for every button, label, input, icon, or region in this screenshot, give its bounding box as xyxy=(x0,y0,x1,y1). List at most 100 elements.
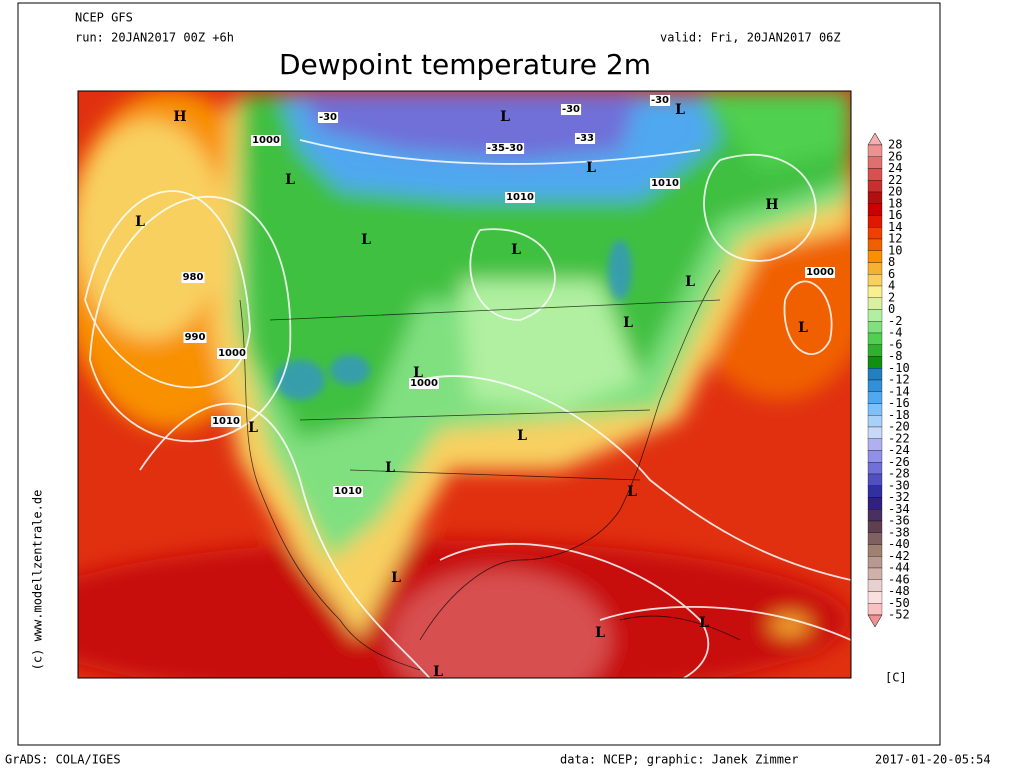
colorbar-box xyxy=(867,567,883,580)
colorbar-label: -20 xyxy=(888,420,910,434)
colorbar-box xyxy=(867,344,883,357)
colorbar-box xyxy=(867,168,883,181)
dewpoint-label: -30 xyxy=(562,104,580,115)
isobar-label-bg xyxy=(409,378,439,389)
colorbar-label: -28 xyxy=(888,467,910,481)
colorbar-label: 24 xyxy=(888,161,902,175)
colorbar-box xyxy=(867,156,883,169)
isobar-label-bg xyxy=(181,272,205,283)
map-title: Dewpoint temperature 2m xyxy=(279,48,651,81)
colorbar-label: -52 xyxy=(888,608,910,622)
colorbar-arrow-bottom xyxy=(867,614,883,628)
colorbar-box xyxy=(867,332,883,345)
colorbar-label: 6 xyxy=(888,267,895,281)
colorbar-box xyxy=(867,532,883,545)
pressure-system: H xyxy=(173,109,186,125)
colorbar-label: -36 xyxy=(888,514,910,528)
colorbar-label: 2 xyxy=(888,290,895,304)
colorbar-label: -22 xyxy=(888,431,910,445)
timestamp: 2017-01-20-05:54 xyxy=(875,753,991,767)
isobar-label: 1010 xyxy=(651,178,679,189)
isobar-label: 990 xyxy=(185,332,206,343)
model-name: NCEP GFS xyxy=(75,11,133,25)
dewpoint-label-bg xyxy=(317,112,339,123)
colorbar-box xyxy=(867,415,883,428)
pressure-system: L xyxy=(433,664,443,680)
data-credit: data: NCEP; graphic: Janek Zimmer xyxy=(560,753,798,767)
colorbar-label: -18 xyxy=(888,408,910,422)
colorbar-box xyxy=(867,285,883,298)
pressure-system: L xyxy=(413,365,423,381)
isobar-label: 1010 xyxy=(506,192,534,203)
dewpoint-label-bg xyxy=(485,143,525,154)
colorbar-box xyxy=(867,438,883,451)
colorbar-label: -14 xyxy=(888,384,910,398)
isobar-label: 1000 xyxy=(218,348,246,359)
colorbar-box xyxy=(867,379,883,392)
colorbar-label: -8 xyxy=(888,349,902,363)
dewpoint-label: -30 xyxy=(319,112,337,123)
colorbar-box xyxy=(867,579,883,592)
colorbar-label: -48 xyxy=(888,584,910,598)
software-credit: GrADS: COLA/IGES xyxy=(5,753,121,767)
isobar-label-bg xyxy=(650,178,680,189)
isobar-label: 1000 xyxy=(806,267,834,278)
colorbar-box xyxy=(867,603,883,616)
pressure-system: H xyxy=(765,197,778,213)
valid-time: valid: Fri, 20JAN2017 06Z xyxy=(660,31,841,45)
map-labels: 1000 1010 1010 980 990 1000 1000 1010 1010 1000 -3… xyxy=(135,95,835,680)
isobar-label-bg xyxy=(505,192,535,203)
colorbar-label: 12 xyxy=(888,232,902,246)
colorbar-box xyxy=(867,485,883,498)
colorbar-label: 26 xyxy=(888,149,902,163)
isobar-label-bg xyxy=(183,332,207,343)
colorbar-label: 14 xyxy=(888,220,902,234)
colorbar-label: -46 xyxy=(888,572,910,586)
colorbar-box xyxy=(867,191,883,204)
pressure-system: L xyxy=(699,615,709,631)
colorbar-box xyxy=(867,321,883,334)
colorbar-label: 22 xyxy=(888,173,902,187)
pressure-system: L xyxy=(798,320,808,336)
colorbar-box xyxy=(867,403,883,416)
colorbar-box xyxy=(867,426,883,439)
dewpoint-label: -35-30 xyxy=(487,143,523,154)
pressure-system: L xyxy=(586,160,596,176)
pressure-system: L xyxy=(675,102,685,118)
colorbar-label: -26 xyxy=(888,455,910,469)
colorbar-label: -10 xyxy=(888,361,910,375)
pressure-system: L xyxy=(517,428,527,444)
pressure-system: L xyxy=(511,242,521,258)
colorbar-box xyxy=(867,274,883,287)
colorbar-unit: [C] xyxy=(885,671,907,685)
colorbar-box xyxy=(867,203,883,216)
colorbar-label: -44 xyxy=(888,561,910,575)
copyright: (c) www.modellzentrale.de xyxy=(31,490,45,671)
colorbar-label: 4 xyxy=(888,279,895,293)
colorbar-box xyxy=(867,391,883,404)
colorbar: 2826242220181614121086420-2-4-6-8-10-12-… xyxy=(867,132,910,628)
colorbar-label: -38 xyxy=(888,525,910,539)
pressure-system: L xyxy=(623,315,633,331)
colorbar-box xyxy=(867,462,883,475)
pressure-system: L xyxy=(391,570,401,586)
run-time: run: 20JAN2017 00Z +6h xyxy=(75,31,234,45)
colorbar-box xyxy=(867,238,883,251)
isobar-label-bg xyxy=(805,267,835,278)
colorbar-box xyxy=(867,591,883,604)
colorbar-box xyxy=(867,262,883,275)
pressure-system: L xyxy=(385,460,395,476)
colorbar-label: -2 xyxy=(888,314,902,328)
pressure-system: L xyxy=(285,172,295,188)
isobar-label: 1000 xyxy=(252,135,280,146)
pressure-system: L xyxy=(361,232,371,248)
colorbar-label: -24 xyxy=(888,443,910,457)
colorbar-box xyxy=(867,556,883,569)
colorbar-label: -34 xyxy=(888,502,910,516)
colorbar-label: 28 xyxy=(888,138,902,152)
isobar-label: 1010 xyxy=(212,416,240,427)
colorbar-label: -16 xyxy=(888,396,910,410)
pressure-system: L xyxy=(135,214,145,230)
isobar-label: 1000 xyxy=(410,378,438,389)
